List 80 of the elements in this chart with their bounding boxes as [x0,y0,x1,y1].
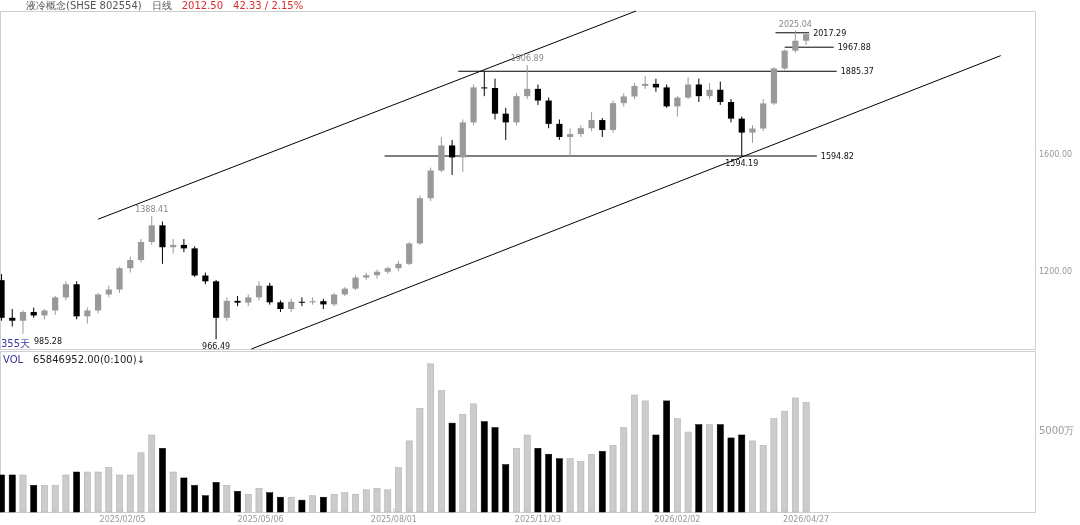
candlestick [116,266,123,294]
bar [716,424,724,513]
text: 5000万 [1039,425,1075,436]
bar [320,496,327,513]
chart-title: VOL [3,354,24,365]
candlestick [717,81,724,106]
bar [545,453,552,513]
candlestick [588,111,595,132]
annotation: 1388.41 [135,205,169,215]
bar [695,424,703,513]
annotation: 1594.19 [725,159,759,169]
bar [502,464,510,513]
bar [738,434,746,513]
chart-subtitle: 日线 [151,0,172,11]
bar [491,427,499,513]
candlestick [159,221,166,265]
bar [598,451,606,513]
candlestick [524,64,531,100]
bar [663,400,671,513]
x-tick-label: 2026/02/02 [654,515,701,524]
x-tick-label: 2026/04/27 [783,515,830,524]
x-tick-label: 2025/11/03 [514,515,561,524]
text: 2012.50 [181,0,224,11]
annotation: 1967.88 [837,43,871,53]
candlestick [255,280,263,301]
candlestick [663,83,670,109]
candlestick [727,98,735,123]
bar [212,482,220,513]
candlestick [62,280,69,301]
bar [448,422,456,513]
candlestick [695,78,702,103]
annotation: 985.28 [34,336,62,346]
candlestick [556,118,563,141]
candlestick [223,296,230,322]
candlestick [545,97,552,129]
x-tick-label: 2025/05/06 [237,515,284,524]
candlestick [52,295,59,316]
bar [159,448,166,513]
annotation: 1885.37 [840,67,874,77]
annotation: 1594.82 [820,151,854,161]
bar [277,496,284,513]
bar [298,499,306,513]
annotation: 1906.89 [510,53,544,63]
annotation: 966.49 [202,342,231,352]
y-tick-label: 1200.00 [1039,267,1073,277]
candlestick [94,292,102,314]
chart-title: 液冷概念(SHSE 802554) [26,0,142,11]
candlestick [792,30,799,53]
candlestick [567,127,574,157]
x-axis-title: 355天 [1,338,31,349]
bar [556,458,563,513]
annotation: 2017.29 [813,28,847,38]
bar [73,471,80,513]
candlestick [406,241,413,266]
bar [234,491,241,513]
x-tick-label: 2025/02/05 [99,515,146,524]
bar [202,495,209,513]
bar [266,492,274,513]
candlestick [298,296,306,307]
bar [652,434,660,513]
y-tick-label: 1600.00 [1039,150,1073,160]
bar [191,485,198,513]
bar [180,477,188,513]
x-tick-label: 2025/08/01 [370,515,417,524]
candlestick [266,282,273,306]
annotation: 2025.04 [778,19,812,29]
bar [727,437,735,513]
bar [480,421,488,513]
candlestick [148,215,155,246]
candlestick [19,310,27,335]
candlestick [137,238,145,263]
candlestick [534,83,542,106]
candlestick [599,117,606,138]
text: 42.33 / 2.15% [233,0,304,11]
candlestick [781,49,788,71]
bar [30,485,38,513]
candlestick [685,76,692,100]
bar [534,448,542,513]
chart-subtitle: 65846952.00(0:100)↓ [33,354,145,365]
bar [8,474,16,513]
